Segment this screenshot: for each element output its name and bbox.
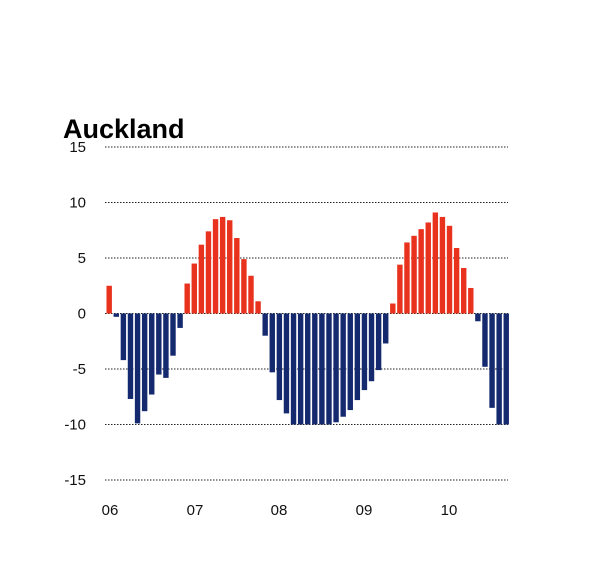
bar bbox=[248, 275, 254, 314]
bar bbox=[475, 313, 481, 322]
bar bbox=[184, 283, 190, 314]
bar bbox=[156, 313, 162, 375]
bar bbox=[141, 313, 148, 412]
bar bbox=[453, 248, 460, 314]
bar bbox=[482, 313, 488, 367]
bar bbox=[305, 313, 311, 425]
bar bbox=[461, 267, 467, 314]
bar bbox=[219, 216, 226, 314]
bar bbox=[127, 313, 134, 399]
bar bbox=[496, 313, 502, 425]
bar bbox=[397, 264, 403, 314]
bar bbox=[113, 313, 119, 317]
bar bbox=[333, 313, 339, 423]
bar bbox=[390, 303, 396, 314]
bar bbox=[340, 313, 346, 417]
y-tick-label: -5 bbox=[73, 361, 86, 378]
y-axis-labels: 15 10 5 0 -5 -10 -15 bbox=[64, 139, 86, 489]
bar bbox=[227, 220, 233, 314]
y-tick-label: 0 bbox=[78, 306, 86, 323]
chart-title: Auckland bbox=[63, 114, 185, 144]
x-tick-label: 08 bbox=[271, 502, 288, 519]
bar bbox=[326, 313, 332, 425]
bar bbox=[191, 263, 197, 314]
bar bbox=[347, 313, 353, 411]
bar bbox=[163, 313, 169, 378]
bar bbox=[354, 313, 361, 401]
bar bbox=[262, 313, 268, 336]
x-tick-label: 06 bbox=[102, 502, 119, 519]
bar bbox=[269, 313, 275, 373]
bar bbox=[312, 313, 318, 425]
y-tick-label: 5 bbox=[78, 250, 86, 267]
bars bbox=[106, 212, 509, 425]
bar bbox=[234, 238, 240, 314]
bar bbox=[411, 235, 417, 314]
bar bbox=[177, 313, 183, 328]
bar bbox=[120, 313, 127, 361]
bar bbox=[418, 229, 424, 314]
bar bbox=[425, 222, 431, 314]
bar bbox=[255, 301, 261, 314]
bar bbox=[432, 212, 439, 314]
bar bbox=[375, 313, 382, 371]
bar bbox=[503, 313, 509, 425]
bar bbox=[368, 313, 375, 382]
bar bbox=[205, 231, 212, 314]
bar bbox=[361, 313, 368, 391]
y-tick-label: 15 bbox=[69, 139, 86, 156]
bar bbox=[134, 313, 141, 424]
bar bbox=[489, 313, 495, 408]
x-tick-label: 09 bbox=[356, 502, 373, 519]
bar bbox=[106, 285, 112, 314]
bar bbox=[319, 313, 325, 425]
x-tick-label: 07 bbox=[187, 502, 204, 519]
bar bbox=[212, 219, 219, 314]
bar bbox=[446, 225, 453, 314]
x-axis-labels: 06 07 08 09 10 bbox=[102, 502, 458, 519]
bar bbox=[404, 242, 410, 314]
bar bbox=[198, 244, 205, 314]
y-tick-label: 10 bbox=[69, 195, 86, 212]
bar bbox=[149, 313, 155, 395]
bar bbox=[283, 313, 290, 414]
bar bbox=[439, 216, 446, 314]
bar bbox=[170, 313, 176, 356]
bar bbox=[276, 313, 283, 401]
bar bbox=[297, 313, 304, 425]
y-tick-label: -10 bbox=[64, 417, 86, 434]
bar bbox=[383, 313, 389, 344]
x-tick-label: 10 bbox=[441, 502, 458, 519]
bar bbox=[290, 313, 297, 425]
y-tick-label: -15 bbox=[64, 472, 86, 489]
bar bbox=[241, 259, 247, 314]
bar bbox=[468, 287, 474, 314]
